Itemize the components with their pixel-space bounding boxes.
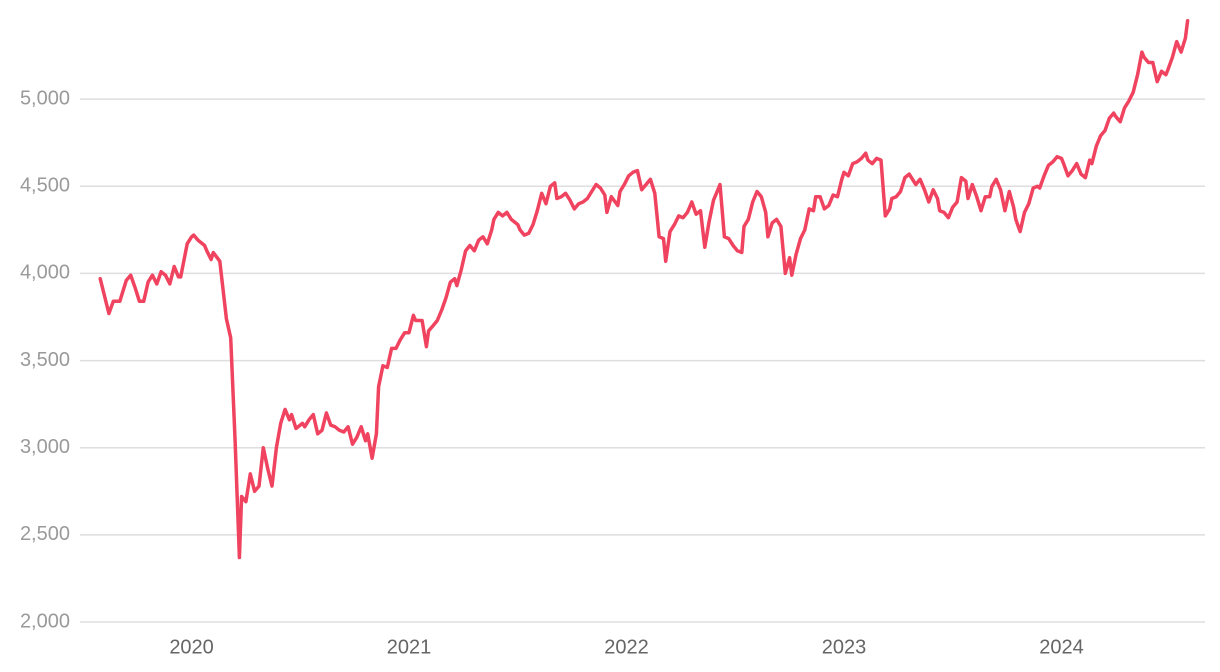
y-tick-label: 2,500 [20,523,70,545]
x-tick-label: 2020 [169,636,214,658]
y-tick-label: 4,500 [20,175,70,197]
y-tick-label: 3,500 [20,349,70,371]
x-tick-label: 2021 [387,636,432,658]
y-tick-label: 5,000 [20,87,70,109]
x-tick-label: 2022 [604,636,649,658]
price-line [98,18,1190,560]
y-tick-label: 3,000 [20,436,70,458]
x-tick-label: 2023 [822,636,867,658]
y-tick-label: 2,000 [20,610,70,632]
y-tick-label: 4,000 [20,262,70,284]
x-tick-label: 2024 [1039,636,1084,658]
